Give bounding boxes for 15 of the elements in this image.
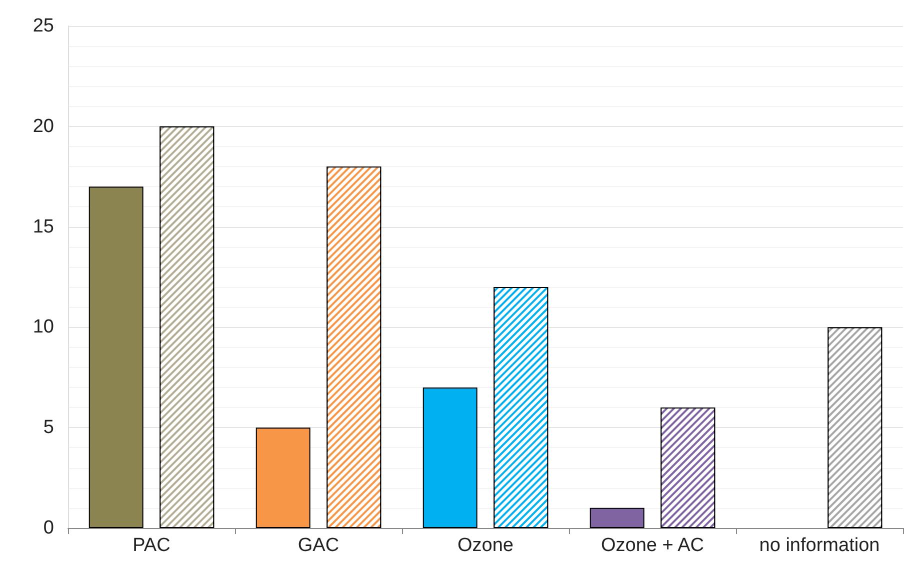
y-tick-label: 10 (32, 316, 54, 338)
x-tick-label: Ozone (458, 535, 514, 556)
y-tick-label: 0 (43, 518, 54, 538)
y-tick-label: 20 (32, 116, 54, 137)
x-tick-label: GAC (298, 535, 340, 556)
x-tick-label: no information (759, 535, 880, 556)
y-tick-label: 5 (43, 417, 54, 438)
bar (256, 428, 310, 528)
x-tick-label: Ozone + AC (601, 535, 704, 556)
x-tick-label: PAC (132, 535, 170, 556)
bar (590, 508, 644, 528)
y-tick-label: 15 (32, 216, 54, 238)
bar (422, 387, 478, 528)
y-tick-label: 25 (32, 16, 54, 36)
bar (88, 186, 144, 528)
